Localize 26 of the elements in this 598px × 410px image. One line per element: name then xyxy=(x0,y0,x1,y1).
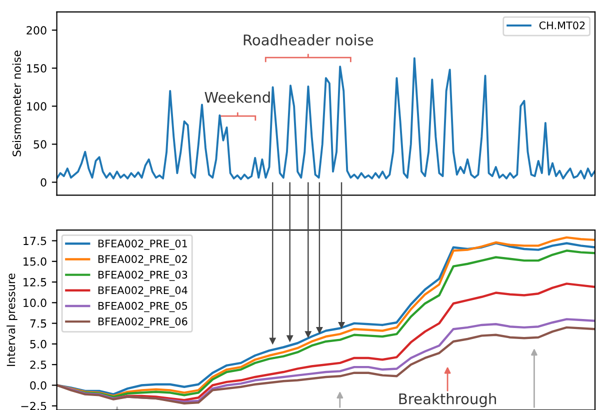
legend-label: BFEA002_PRE_02 xyxy=(98,255,187,266)
legend-label: CH.MT02 xyxy=(539,21,585,30)
annotation: Breakthrough xyxy=(399,393,496,408)
y-tick-label: 2.5 xyxy=(30,360,46,369)
y-tick-label: 5.0 xyxy=(30,340,46,348)
legend-label: BFEA002_PRE_05 xyxy=(98,302,188,312)
legend-label: BFEA002_PRE_03 xyxy=(98,270,188,281)
y-tick-label: 12.5 xyxy=(24,278,46,286)
y-axis-title: Interval pressure xyxy=(6,274,18,366)
legend-label: BFEA002_PRE_06 xyxy=(98,317,188,328)
legend-label: BFEA002_PRE_04 xyxy=(98,286,188,296)
legend-label: BFEA002_PRE_01 xyxy=(98,240,187,250)
y-tick-label: 7.5 xyxy=(30,319,46,328)
y-axis-title: Seismometer noise xyxy=(12,50,21,156)
y-tick-label: 0 xyxy=(40,178,46,187)
y-tick-label: −2.5 xyxy=(21,402,46,410)
y-tick-label: 200 xyxy=(26,26,46,35)
y-tick-label: 0.0 xyxy=(30,381,46,390)
y-tick-label: 50 xyxy=(34,140,46,149)
y-tick-label: 150 xyxy=(27,64,46,73)
y-tick-label: 10.0 xyxy=(24,298,46,308)
y-tick-label: 15.0 xyxy=(24,257,46,266)
annotation: Weekend xyxy=(204,92,270,103)
annotation: Roadheader noise xyxy=(244,34,374,46)
y-tick-label: 17.5 xyxy=(24,236,46,246)
y-tick-label: 100 xyxy=(27,102,46,111)
